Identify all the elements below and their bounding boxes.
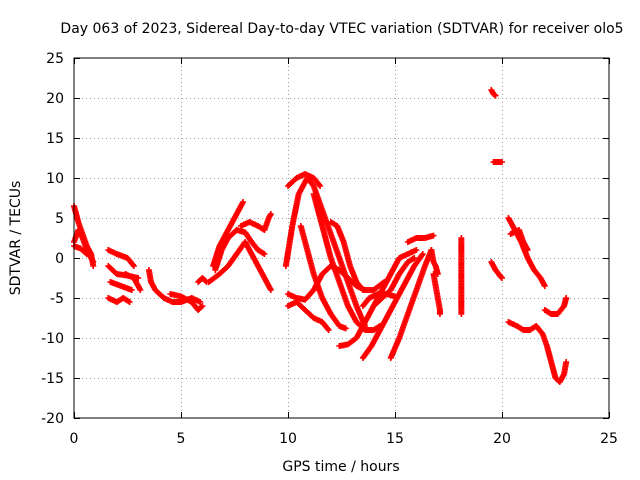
data-point [130,261,137,268]
x-tick-label: 25 [600,431,618,447]
x-tick-label: 20 [493,431,511,447]
data-point [563,359,570,365]
data-series [458,235,465,317]
data-series [285,299,332,333]
data-series [488,87,499,99]
data-point [563,295,570,301]
data-point [324,325,331,332]
data-point [524,247,531,253]
data-series [370,255,418,309]
y-tick-label: 15 [46,131,64,147]
data-series [505,319,570,385]
data-point [261,251,268,257]
x-axis-label: GPS time / hours [282,459,399,475]
data-series [237,211,274,233]
data-point [499,159,505,165]
data-series [285,171,324,189]
data-point [198,304,205,310]
data-point [137,287,144,293]
data-series [145,267,204,305]
data-series [105,295,133,305]
data-series [71,243,90,257]
x-tick-label: 15 [386,431,404,447]
data-series [195,275,210,285]
data-point [413,247,420,253]
data-point [317,183,324,189]
data-point [541,283,548,289]
data-series [282,175,369,329]
data-point [82,250,89,257]
x-tick-label: 10 [279,431,297,447]
data-series [490,159,505,165]
y-tick-label: -20 [41,411,64,427]
data-point [419,251,426,257]
y-tick-label: -5 [50,291,64,307]
x-tick-label: 5 [177,431,186,447]
axis-ticks: 0 5 10 15 20 25 -20 -15 -10 -5 0 5 10 15 20 25 [41,51,618,447]
data-series [541,295,570,317]
data-point [436,311,443,317]
data-series [105,247,137,269]
data-point [458,311,465,317]
data-series [205,239,274,293]
data-point [199,303,206,309]
data-point [316,181,323,188]
data-point [130,263,137,269]
chart-title: Day 063 of 2023, Sidereal Day-to-day VTE… [60,21,623,37]
data-series [285,263,369,303]
data-series [297,223,349,332]
y-tick-label: 0 [55,251,64,267]
data-series [212,227,268,273]
data-point [411,255,418,261]
data-point [267,211,274,217]
y-tick-label: -15 [41,371,64,387]
data-point [342,325,349,332]
y-tick-label: 10 [46,171,64,187]
plot-frame [73,57,610,419]
data-series [71,227,97,265]
data-point [434,271,441,277]
y-tick-label: 25 [46,51,64,67]
y-tick-label: 20 [46,91,64,107]
data-series [167,291,206,313]
data-series [122,271,144,293]
data-point [492,92,499,99]
data-point [128,287,135,293]
data-point [90,259,97,265]
data-series [507,227,531,253]
data-series [107,279,135,293]
data-point [126,299,133,305]
data-series [505,215,548,289]
data-series [428,247,441,277]
data-point [240,199,247,205]
data-point [197,299,204,305]
data-point [83,251,90,257]
y-tick-label: -10 [41,331,64,347]
data-point [325,327,332,333]
grid [74,58,609,418]
data-point [499,275,505,281]
data-series [404,232,437,245]
data-series [359,251,426,361]
data-point [430,232,437,239]
data-series [336,247,420,349]
y-axis-label: SDTVAR / TECUs [8,181,24,296]
data-series [430,271,443,317]
data-series [488,259,505,281]
y-tick-label: 5 [55,211,64,227]
x-tick-label: 0 [70,431,79,447]
data-points [71,87,570,385]
data-series [310,191,384,333]
data-point [267,287,274,293]
